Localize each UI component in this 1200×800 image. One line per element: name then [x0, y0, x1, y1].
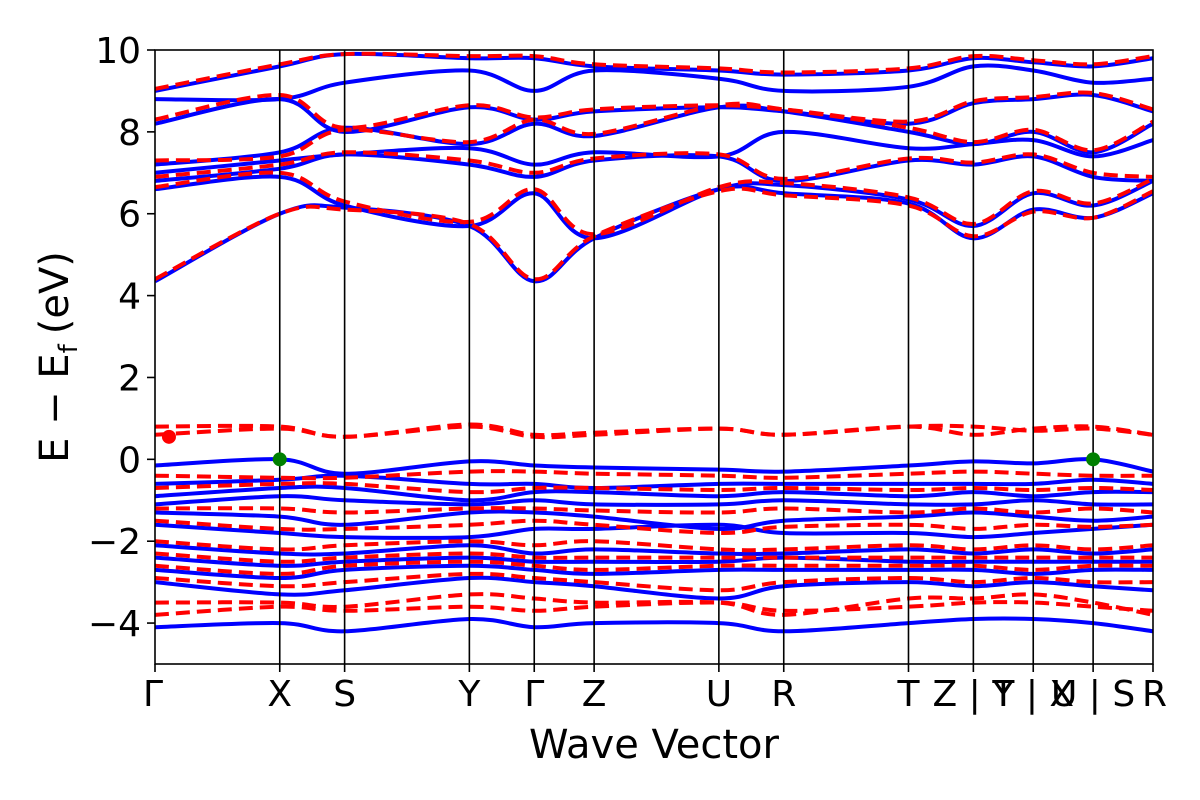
solid-band-14	[155, 543, 1153, 557]
solid-band-16	[155, 563, 1153, 580]
extremum-marker-1	[272, 452, 287, 467]
kpoint-label-6: U	[706, 674, 732, 715]
solid-band-18	[155, 616, 1153, 634]
kpoint-lines	[278, 50, 1094, 664]
extremum-marker-0	[161, 429, 176, 444]
solid-band-9	[155, 473, 1153, 490]
dashed-band-9	[155, 481, 1153, 495]
solid-band-15	[155, 555, 1153, 568]
solid-band-17	[155, 575, 1153, 601]
kpoint-label-4: Γ	[524, 674, 544, 715]
solid-band-0	[155, 184, 1153, 284]
solid-band-5	[155, 92, 1153, 134]
solid-band-8	[155, 457, 1153, 476]
x-axis-label: Wave Vector	[529, 722, 780, 768]
dashed-band-0	[155, 186, 1153, 282]
y-tick-label-6: 8	[118, 113, 141, 154]
solid-band-10	[155, 484, 1153, 503]
dashed-band-10	[155, 506, 1153, 515]
dashed-band-14	[155, 559, 1153, 576]
kpoint-label-9: Z | Y	[933, 674, 1016, 715]
y-tick-label-4: 4	[118, 277, 141, 318]
kpoint-label-0: Γ	[143, 674, 163, 715]
y-tick-label-2: 0	[118, 440, 141, 481]
y-tick-label-1: −2	[88, 522, 141, 563]
kpoint-label-7: R	[771, 674, 796, 715]
kpoint-label-3: Y	[457, 674, 481, 715]
dashed-band-12	[155, 539, 1153, 553]
y-tick-label-0: −4	[88, 604, 141, 645]
kpoint-label-12: R	[1142, 674, 1167, 715]
y-tick-label-3: 2	[118, 358, 141, 399]
dashed-band-16	[155, 592, 1153, 617]
extrema-markers	[161, 429, 1101, 467]
kpoint-label-1: X	[267, 674, 292, 715]
dashed-band-13	[155, 551, 1153, 564]
dashed-band-15	[155, 571, 1153, 593]
solid-band-13	[155, 522, 1153, 540]
dashed-band-7	[155, 423, 1153, 440]
dashed-band-8	[155, 469, 1153, 481]
kpoint-label-11: U | S	[1051, 674, 1135, 715]
bands-layer	[155, 51, 1153, 634]
solid-band-3	[155, 129, 1153, 175]
dashed-band-17	[155, 600, 1153, 617]
plot-frame	[154, 49, 1154, 665]
dashed-band-1	[155, 170, 1153, 237]
dashed-band-5	[155, 51, 1153, 91]
kpoint-label-8: T	[896, 674, 920, 715]
solid-band-7	[155, 51, 1153, 93]
kpoint-label-2: S	[333, 674, 356, 715]
y-tick-label-7: 10	[95, 31, 141, 72]
extremum-marker-2	[1086, 452, 1101, 467]
y-axis-label: E − Ef(eV)	[32, 251, 84, 463]
kpoint-label-5: Z	[582, 674, 607, 715]
y-tick-label-5: 6	[118, 195, 141, 236]
kpoint-label-10: T | X	[991, 674, 1074, 715]
dashed-band-4	[155, 90, 1153, 130]
dashed-band-11	[155, 518, 1153, 536]
dashed-band-3	[155, 101, 1153, 163]
y-ticks: −4 −2 0 2 4 6 8 10	[88, 31, 155, 645]
dashed-band-2	[155, 150, 1153, 181]
solid-band-11	[155, 494, 1153, 507]
solid-band-6	[155, 63, 1153, 103]
